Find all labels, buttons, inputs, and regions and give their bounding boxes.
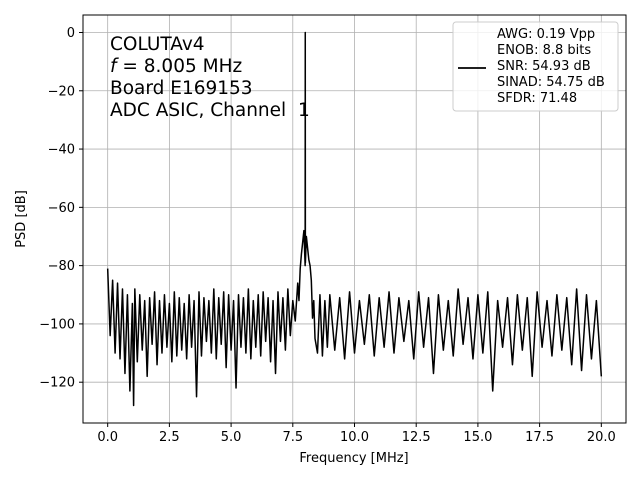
- legend: AWG: 0.19 Vpp ENOB: 8.8 bits SNR: 54.93 …: [452, 21, 619, 112]
- grid-lines: [83, 15, 626, 423]
- x-tick-label: 5.0: [221, 430, 242, 445]
- x-tick-label: 12.5: [402, 430, 431, 445]
- annotation-line-4: ADC ASIC, Channel 1: [110, 100, 310, 121]
- legend-line-5: SFDR: 71.48: [497, 91, 577, 106]
- x-tick-label: 17.5: [525, 430, 554, 445]
- annotation-line-3: Board E169153: [110, 78, 253, 99]
- annotation-line-1: COLUTAv4: [110, 34, 205, 55]
- y-tick-label: −100: [39, 317, 75, 332]
- y-tick-label: −20: [48, 84, 75, 99]
- x-tick-label: 10.0: [340, 430, 369, 445]
- x-axis-label: Frequency [MHz]: [299, 451, 408, 466]
- psd-series-line: [106, 31, 603, 407]
- y-tick-label: −40: [48, 143, 75, 158]
- series-layer: [106, 31, 603, 407]
- legend-box: [452, 21, 619, 112]
- x-tick-label: 7.5: [282, 430, 303, 445]
- legend-line-2: ENOB: 8.8 bits: [497, 43, 591, 58]
- annotation-italic-f: f: [110, 56, 119, 77]
- y-tick-label: −80: [48, 259, 75, 274]
- legend-line-1: AWG: 0.19 Vpp: [497, 27, 595, 42]
- x-tick-label: 15.0: [463, 430, 492, 445]
- annotation-block: COLUTAv4 f = 8.005 MHz Board E169153 ADC…: [110, 34, 310, 121]
- x-tick-label: 0.0: [97, 430, 118, 445]
- x-tick-label: 2.5: [159, 430, 180, 445]
- legend-line-4: SINAD: 54.75 dB: [497, 75, 605, 90]
- x-tick-label: 20.0: [587, 430, 616, 445]
- y-tick-label: −120: [39, 376, 75, 391]
- y-tick-label: −60: [48, 201, 75, 216]
- y-ticks: 0 −20 −40 −60 −80 −100 −120: [39, 26, 83, 391]
- x-ticks: 0.0 2.5 5.0 7.5 10.0 12.5 15.0 17.5 20.0: [97, 423, 616, 445]
- annotation-line-2: f = 8.005 MHz: [110, 56, 242, 77]
- annotation-line-2-text: = 8.005 MHz: [117, 56, 243, 77]
- legend-line-3: SNR: 54.93 dB: [497, 59, 591, 74]
- y-tick-label: 0: [67, 26, 75, 41]
- y-axis-label: PSD [dB]: [14, 190, 29, 248]
